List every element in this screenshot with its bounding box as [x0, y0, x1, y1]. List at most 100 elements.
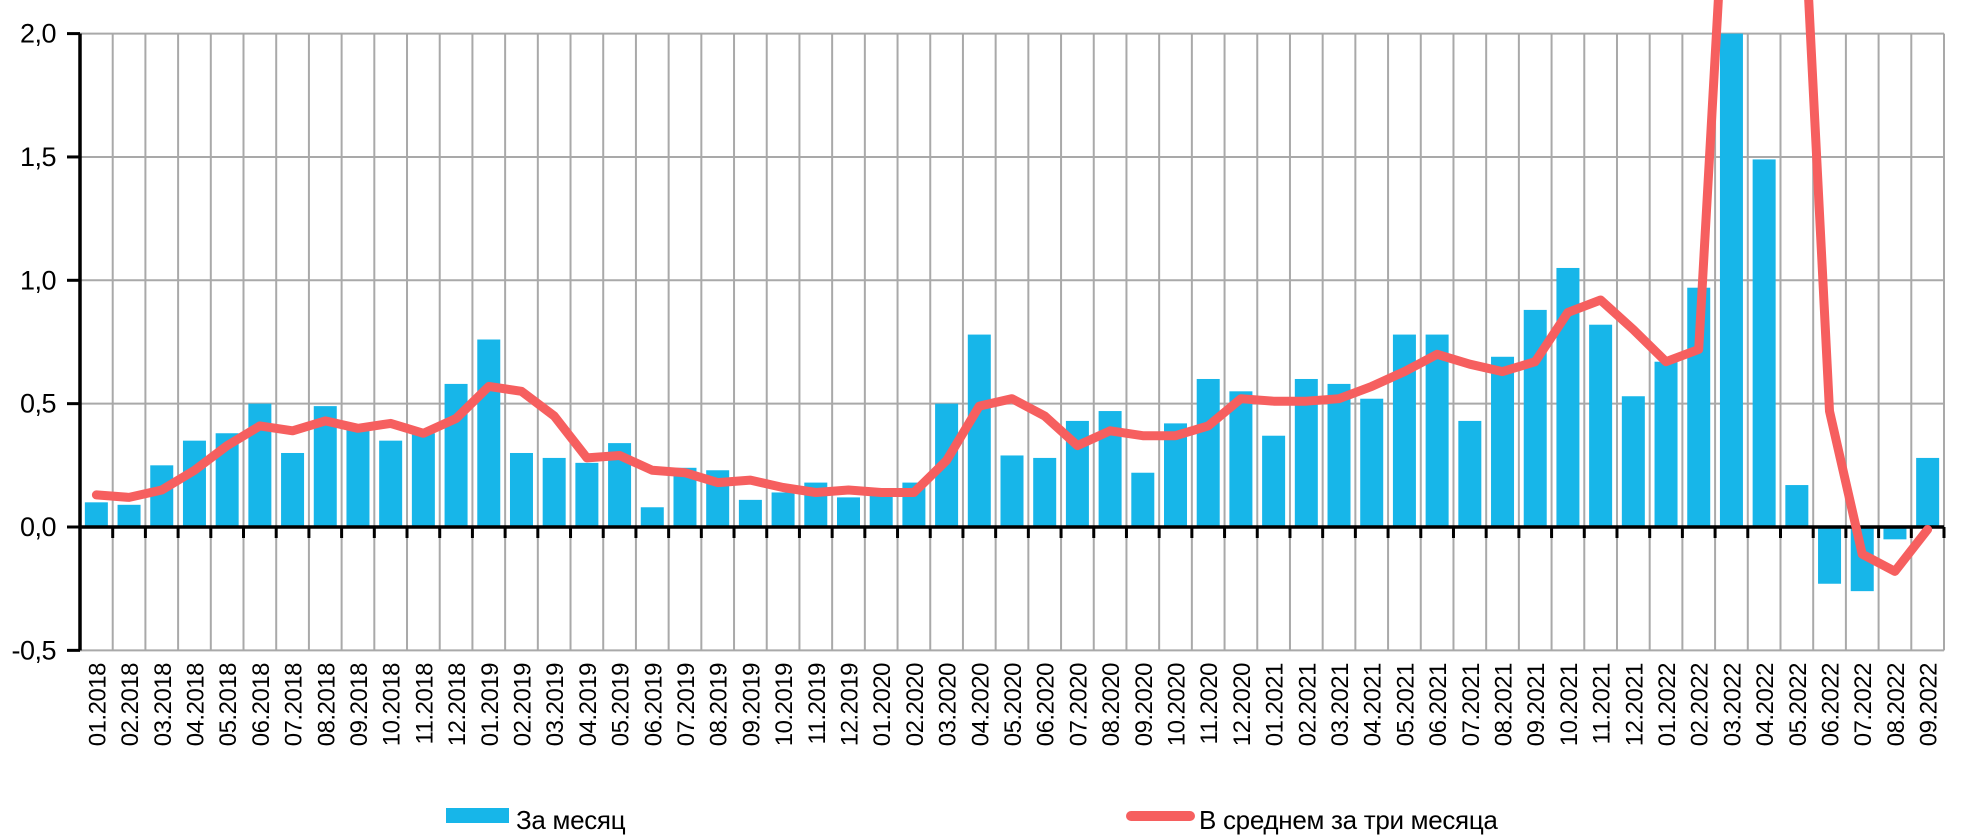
x-axis-label-11.2019: 11.2019 — [804, 663, 831, 745]
y-axis-labels: 2,0 1,5 1,0 0,5 0,0 -0,5 — [11, 19, 56, 666]
y-axis-label-0,5: 0,5 — [20, 389, 56, 419]
x-axis-label-08.2022: 08.2022 — [1883, 663, 1910, 746]
bar-04.2019 — [575, 462, 599, 527]
bar-01.2020 — [869, 494, 893, 527]
bar-12.2020 — [1229, 391, 1253, 527]
bar-08.2022 — [1883, 527, 1907, 540]
x-axis-label-11.2020: 11.2020 — [1196, 663, 1223, 745]
x-axis-label-11.2018: 11.2018 — [411, 663, 438, 745]
bar-08.2021 — [1491, 356, 1515, 527]
bar-04.2021 — [1360, 398, 1384, 527]
bar-series — [84, 33, 1940, 592]
x-axis-label-03.2021: 03.2021 — [1327, 663, 1354, 746]
x-axis-labels: 01.2018 02.2018 03.2018 04.2018 05.2018 06.20… — [84, 663, 1942, 746]
bar-05.2018 — [215, 433, 239, 527]
x-axis-label-01.2021: 01.2021 — [1262, 663, 1289, 746]
x-axis-label-02.2020: 02.2020 — [902, 663, 929, 746]
bar-09.2018 — [346, 425, 370, 527]
bar-02.2019 — [509, 452, 533, 527]
bar-10.2018 — [379, 440, 403, 527]
bar-04.2020 — [967, 334, 991, 527]
legend-bar-label: За месяц — [516, 805, 626, 835]
x-axis-label-07.2019: 07.2019 — [673, 663, 700, 746]
x-axis-label-01.2020: 01.2020 — [869, 663, 896, 746]
legend-bar-swatch — [446, 808, 509, 823]
y-axis-label-0,0: 0,0 — [20, 512, 56, 542]
y-axis-label-1,5: 1,5 — [20, 142, 56, 172]
x-axis-label-12.2019: 12.2019 — [836, 663, 863, 746]
bar-05.2020 — [1000, 455, 1024, 527]
x-axis-label-07.2021: 07.2021 — [1458, 663, 1485, 746]
x-axis-label-09.2022: 09.2022 — [1916, 663, 1943, 746]
bar-12.2021 — [1621, 396, 1645, 527]
bar-03.2019 — [542, 457, 566, 527]
bar-09.2019 — [738, 499, 762, 527]
x-axis-label-12.2020: 12.2020 — [1229, 663, 1256, 746]
bar-07.2019 — [673, 467, 697, 527]
x-axis-label-06.2019: 06.2019 — [640, 663, 667, 746]
bar-07.2018 — [281, 452, 305, 527]
vertical-gridlines — [111, 33, 1945, 651]
x-axis-label-10.2021: 10.2021 — [1556, 663, 1583, 746]
x-axis-label-05.2022: 05.2022 — [1785, 663, 1812, 746]
bar-06.2021 — [1425, 334, 1449, 527]
bar-11.2021 — [1589, 324, 1613, 527]
x-axis-label-02.2018: 02.2018 — [117, 663, 144, 746]
x-axis-label-09.2021: 09.2021 — [1523, 663, 1550, 746]
y-axis-label--0,5: -0,5 — [11, 635, 56, 665]
bar-05.2019 — [608, 443, 632, 527]
x-axis-label-02.2021: 02.2021 — [1294, 663, 1321, 746]
bar-02.2018 — [117, 504, 141, 527]
x-axis-label-01.2019: 01.2019 — [477, 663, 504, 746]
y-axis-label-2,0: 2,0 — [20, 19, 56, 49]
x-axis-label-12.2018: 12.2018 — [444, 663, 471, 746]
x-axis-label-01.2018: 01.2018 — [84, 663, 111, 746]
x-axis-label-10.2019: 10.2019 — [771, 663, 798, 746]
bar-02.2021 — [1294, 378, 1318, 527]
x-axis-label-09.2018: 09.2018 — [346, 663, 373, 746]
three-month-average-line — [91, 0, 1933, 576]
x-axis-label-04.2022: 04.2022 — [1752, 663, 1779, 746]
x-axis-label-04.2018: 04.2018 — [182, 663, 209, 746]
bar-09.2020 — [1131, 472, 1155, 527]
x-axis-label-05.2019: 05.2019 — [608, 663, 635, 746]
x-axis-label-04.2021: 04.2021 — [1360, 663, 1387, 746]
x-axis-label-08.2018: 08.2018 — [313, 663, 340, 746]
x-tick-marks — [78, 527, 1946, 538]
x-axis-label-09.2020: 09.2020 — [1131, 663, 1158, 746]
horizontal-gridlines — [80, 32, 1944, 652]
x-axis-label-12.2021: 12.2021 — [1621, 663, 1648, 746]
bar-09.2022 — [1916, 457, 1940, 527]
bar-05.2021 — [1392, 334, 1416, 527]
bar-10.2021 — [1556, 267, 1580, 527]
x-axis-label-03.2022: 03.2022 — [1719, 663, 1746, 746]
x-axis-label-03.2020: 03.2020 — [935, 663, 962, 746]
bar-01.2022 — [1654, 361, 1678, 527]
x-axis-label-05.2021: 05.2021 — [1392, 663, 1419, 746]
x-axis-label-05.2018: 05.2018 — [215, 663, 242, 746]
x-axis-label-06.2020: 06.2020 — [1033, 663, 1060, 746]
x-axis-label-04.2020: 04.2020 — [967, 663, 994, 746]
x-axis-label-03.2019: 03.2019 — [542, 663, 569, 746]
x-axis-label-10.2018: 10.2018 — [379, 663, 406, 746]
x-axis-label-08.2019: 08.2019 — [706, 663, 733, 746]
x-axis-label-03.2018: 03.2018 — [150, 663, 177, 746]
x-axis-label-02.2019: 02.2019 — [509, 663, 536, 746]
bar-11.2018 — [411, 433, 435, 527]
x-axis-label-05.2020: 05.2020 — [1000, 663, 1027, 746]
bar-06.2020 — [1033, 457, 1057, 527]
bar-06.2022 — [1818, 527, 1842, 584]
x-axis-label-09.2019: 09.2019 — [738, 663, 765, 746]
bar-07.2021 — [1458, 420, 1482, 527]
x-axis-label-07.2022: 07.2022 — [1850, 663, 1877, 746]
bar-01.2019 — [477, 339, 501, 527]
x-axis-label-07.2018: 07.2018 — [281, 663, 308, 746]
x-axis-label-08.2021: 08.2021 — [1491, 663, 1518, 746]
bar-03.2018 — [150, 465, 174, 527]
bar-10.2020 — [1164, 423, 1188, 527]
y-axis-label-1,0: 1,0 — [20, 265, 56, 295]
legend: За месяц В среднем за три месяца — [446, 805, 1499, 835]
bar-08.2020 — [1098, 411, 1122, 527]
